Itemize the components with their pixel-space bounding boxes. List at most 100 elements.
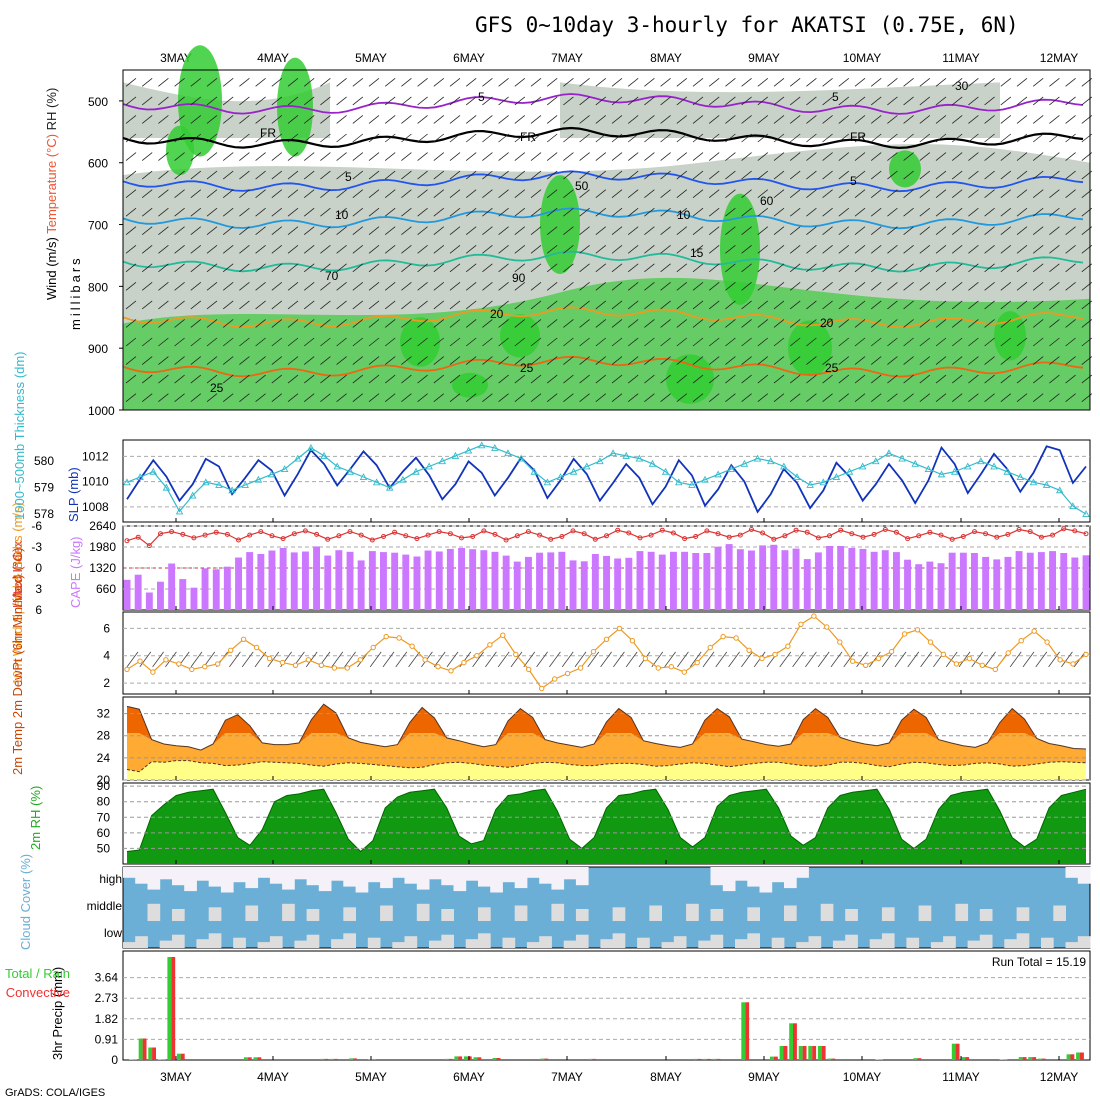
upper-wind-barb [870, 356, 882, 365]
upper-wind-barb [384, 207, 396, 217]
thickness-point [188, 491, 197, 499]
upper-wind-barb [158, 189, 169, 198]
upper-wind-barb [417, 393, 428, 402]
precip-convective-bar [793, 1023, 797, 1060]
rh-moist-cell [166, 125, 194, 176]
upper-wind-barb [222, 78, 234, 87]
upper-wind-barb [158, 319, 169, 328]
upper-wind-barb [984, 337, 995, 347]
upper-wind-barb [255, 337, 266, 347]
upper-wind-barb [1049, 170, 1060, 180]
precip-convective-bar [257, 1057, 262, 1060]
cape-bar [491, 551, 499, 610]
upper-wind-barb [563, 133, 574, 143]
upper-wind-barb [773, 115, 785, 124]
upper-wind-barb [1065, 319, 1076, 328]
upper-wind-barb [725, 337, 736, 347]
lifted-index-point [358, 532, 364, 538]
upper-wind-barb [789, 263, 801, 273]
upper-wind-barb [757, 263, 769, 273]
upper-wind-barb [190, 300, 202, 310]
upper-wind-barb [174, 189, 185, 198]
upper-wind-barb [336, 319, 347, 328]
upper-wind-barb [433, 300, 445, 310]
upper-wind-barb [757, 300, 769, 310]
upper-wind-barb [660, 263, 671, 273]
dewpoint-line [126, 760, 1087, 773]
upper-wind-barb [417, 300, 428, 310]
upper-wind-barb [384, 263, 396, 273]
upper-wind-barb [903, 170, 914, 180]
upper-wind-barb [158, 393, 169, 402]
wind-panel-frame [122, 611, 1091, 695]
surface-wind-barb [1035, 651, 1048, 668]
lifted-index-point [670, 530, 676, 536]
thickness-point [451, 451, 460, 459]
upper-wind-barb [1032, 263, 1044, 273]
upper-wind-barb [530, 263, 542, 273]
upper-wind-barb [125, 189, 137, 198]
lifted-index-point [447, 531, 453, 537]
upper-wind-barb [563, 115, 574, 124]
cloud-low-cell [661, 942, 675, 948]
lifted-index-point [459, 535, 464, 541]
upper-wind-barb [838, 133, 850, 143]
surface-wind-barb [1048, 651, 1060, 668]
upper-wind-barb [303, 319, 315, 328]
upper-wind-barb [1032, 96, 1044, 106]
upper-wind-barb [870, 337, 882, 347]
cape-bar [993, 559, 1001, 610]
upper-wind-barb [368, 244, 380, 254]
upper-wind-barb [158, 152, 169, 161]
upper-wind-barb [271, 356, 283, 365]
upper-wind-barb [935, 170, 947, 180]
cloud-low-cell [930, 942, 944, 948]
upper-wind-barb [1016, 263, 1028, 273]
upper-wind-barb [1016, 374, 1028, 384]
upper-wind-barb [951, 189, 963, 198]
wind-speed-point [759, 655, 765, 662]
surface-wind-barb [536, 651, 548, 668]
surface-wind-barb [677, 651, 689, 668]
day-tick-bottom: 5MAY [355, 1070, 387, 1084]
upper-wind-barb [141, 170, 153, 180]
isotherm-label: FR [260, 126, 276, 140]
upper-wind-barb [303, 115, 315, 124]
upper-wind-barb [222, 263, 234, 273]
upper-wind-barb [222, 244, 234, 254]
upper-wind-barb [968, 170, 979, 180]
surface-wind-barb [1009, 651, 1022, 668]
upper-wind-barb [303, 356, 315, 365]
upper-wind-barb [627, 263, 639, 273]
cloud-low-cell [465, 939, 479, 948]
upper-wind-barb [1000, 133, 1012, 143]
upper-wind-barb [546, 96, 558, 106]
upper-wind-barb [141, 96, 153, 106]
upper-wind-barb [838, 170, 850, 180]
upper-wind-barb [530, 319, 542, 328]
wind-speed-point [785, 643, 791, 649]
upper-wind-barb [579, 170, 590, 180]
upper-wind-barb [838, 96, 850, 106]
upper-wind-barb [563, 189, 574, 198]
upper-wind-barb [887, 263, 898, 273]
upper-wind-barb [384, 133, 396, 143]
cloud-panel-frame [122, 866, 1091, 949]
thickness-point [517, 454, 525, 462]
thickness-point [766, 457, 775, 465]
cape-bar [848, 548, 856, 610]
surface-wind-barb [165, 651, 177, 668]
upper-wind-barb [1000, 152, 1012, 161]
upper-wind-barb [287, 282, 299, 291]
upper-wind-barb [660, 244, 671, 254]
upper-wind-barb [384, 226, 396, 236]
upper-wind-barb [368, 374, 380, 384]
cloud-high-cell [123, 867, 136, 878]
upper-wind-barb [822, 244, 833, 254]
upper-wind-barb [692, 244, 704, 254]
lifted-index-point [592, 536, 598, 542]
upper-wind-barb [352, 78, 364, 87]
upper-wind-barb [271, 263, 283, 273]
upper-wind-barb [611, 207, 623, 217]
upper-wind-barb [741, 319, 752, 328]
